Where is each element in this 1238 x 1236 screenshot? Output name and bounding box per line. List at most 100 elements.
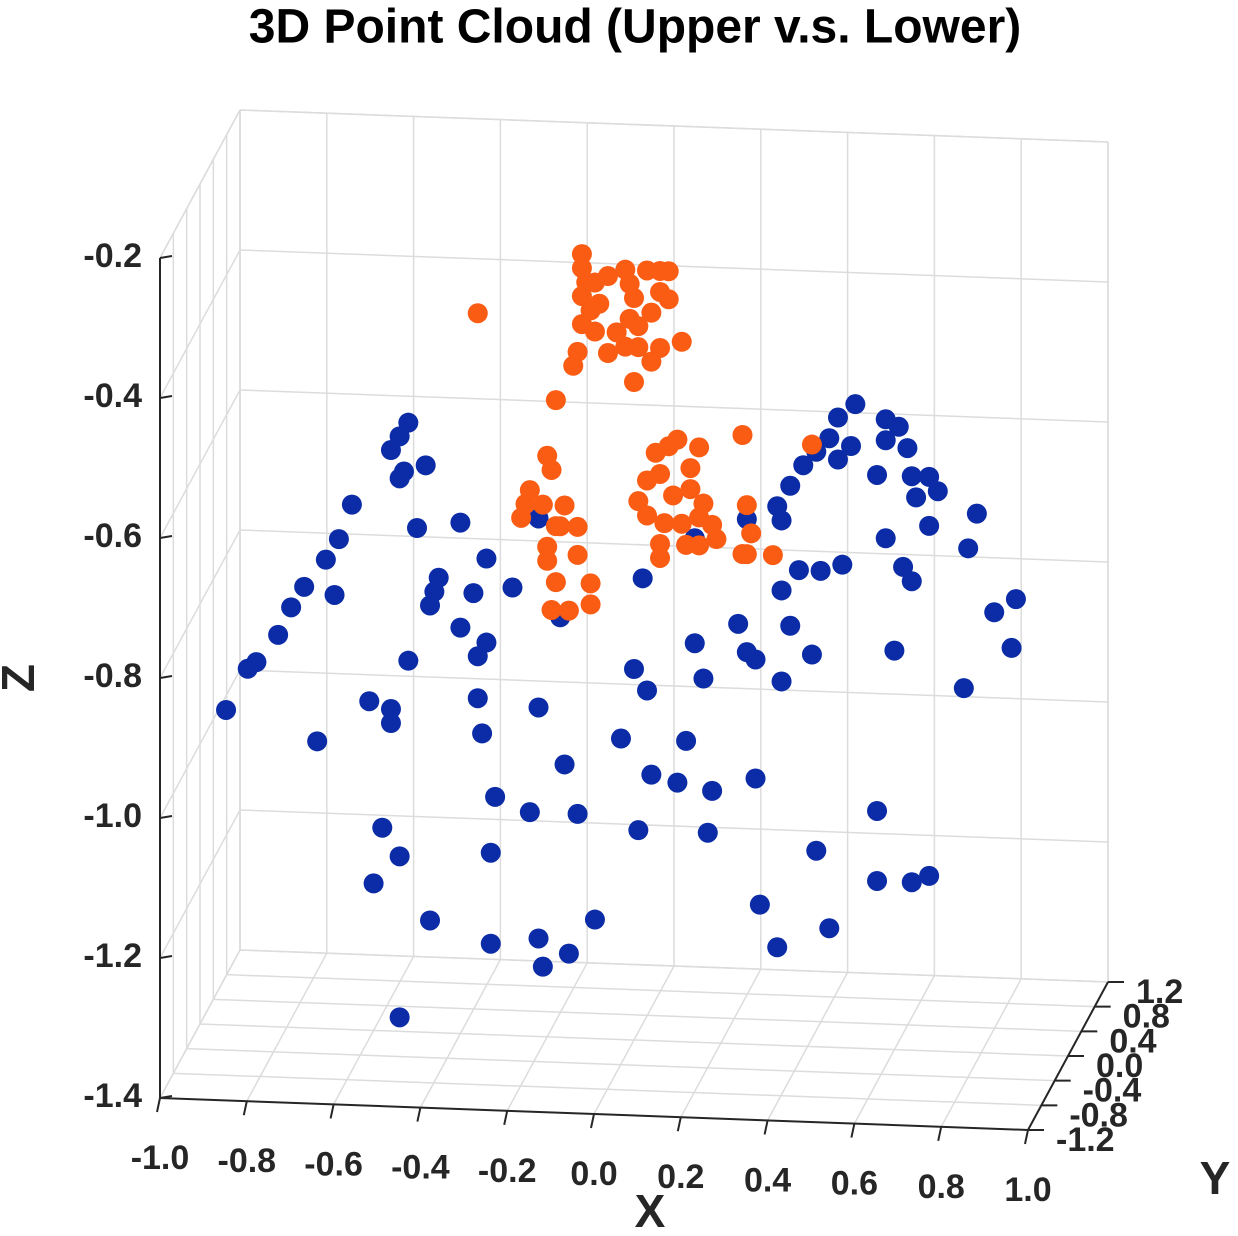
- grid-line: [159, 529, 241, 679]
- point: [541, 599, 562, 620]
- point: [624, 659, 644, 679]
- x-tick-label: -1.0: [131, 1139, 190, 1177]
- point: [341, 494, 362, 515]
- point: [246, 652, 267, 673]
- point: [597, 343, 618, 364]
- z-tick-label: -0.6: [83, 517, 142, 555]
- point: [888, 416, 909, 437]
- x-tick-label: -0.2: [478, 1152, 537, 1190]
- x-tick-label: 0.6: [831, 1165, 878, 1203]
- point: [372, 817, 393, 838]
- point: [641, 764, 662, 785]
- z-tick-label: -0.2: [83, 237, 142, 275]
- point: [532, 494, 553, 515]
- y-axis-label: Y: [1200, 1152, 1231, 1204]
- point: [528, 697, 549, 718]
- tick-mark: [937, 1126, 943, 1142]
- point: [793, 455, 814, 476]
- point: [328, 529, 349, 550]
- point: [706, 529, 727, 550]
- tick-mark: [1024, 1129, 1029, 1145]
- x-axis-label: X: [635, 1185, 666, 1236]
- point: [1001, 637, 1022, 658]
- point: [736, 495, 757, 516]
- grid-line: [239, 109, 1109, 143]
- point: [511, 507, 532, 528]
- x-axis: [159, 1097, 1029, 1131]
- point: [867, 870, 888, 891]
- point: [567, 544, 588, 565]
- point: [641, 302, 662, 323]
- point: [580, 573, 601, 594]
- point: [667, 429, 688, 450]
- tick-mark: [159, 395, 173, 399]
- point: [567, 803, 588, 824]
- point: [502, 577, 523, 598]
- point: [571, 286, 592, 307]
- point: [389, 846, 410, 867]
- point: [545, 572, 566, 593]
- point: [558, 600, 579, 621]
- point: [407, 518, 427, 538]
- point: [420, 595, 441, 616]
- point: [380, 713, 401, 734]
- point: [689, 437, 710, 458]
- point: [658, 261, 679, 282]
- point: [619, 273, 640, 294]
- y-tick-label: -0.8: [1069, 1096, 1128, 1134]
- grid-line: [159, 949, 241, 1099]
- tick-mark: [850, 1123, 856, 1138]
- z-tick-label: -0.4: [83, 377, 142, 415]
- grid-line: [186, 1047, 1055, 1082]
- x-tick-label: -0.6: [304, 1145, 363, 1183]
- point: [558, 943, 579, 964]
- point: [663, 485, 684, 506]
- y-tick-label: 0.8: [1123, 998, 1170, 1036]
- point: [867, 800, 888, 821]
- grid-line: [226, 973, 1095, 1008]
- z-tick-label: -0.8: [83, 657, 142, 695]
- point: [628, 820, 649, 841]
- point: [728, 613, 749, 634]
- point: [545, 390, 566, 411]
- point: [480, 933, 501, 954]
- point: [532, 956, 553, 977]
- point: [884, 640, 905, 661]
- point: [315, 549, 336, 570]
- point: [359, 691, 380, 712]
- x-tick-label: -0.8: [218, 1142, 277, 1180]
- tick-mark: [416, 1107, 422, 1122]
- point: [1005, 589, 1026, 610]
- point: [519, 802, 540, 823]
- point: [589, 293, 610, 314]
- point: [689, 535, 710, 556]
- point: [463, 583, 484, 604]
- point: [827, 407, 848, 428]
- point: [953, 678, 974, 699]
- y-tick-label: 0.0: [1096, 1047, 1143, 1085]
- x-tick-label: 0.4: [744, 1161, 791, 1199]
- point: [450, 617, 471, 638]
- point: [467, 688, 488, 709]
- point: [650, 547, 671, 568]
- point: [632, 568, 653, 589]
- point: [472, 723, 493, 744]
- point: [420, 910, 441, 931]
- tick-mark: [763, 1120, 769, 1135]
- point: [628, 316, 649, 337]
- tick-mark: [676, 1116, 682, 1132]
- point: [732, 544, 753, 564]
- tick-mark: [159, 815, 173, 819]
- grid-line: [159, 249, 241, 399]
- point: [919, 515, 940, 536]
- point: [650, 533, 671, 554]
- point: [563, 355, 584, 376]
- point: [901, 571, 922, 592]
- point: [545, 516, 566, 537]
- point: [307, 731, 328, 752]
- point: [671, 513, 692, 534]
- point: [897, 438, 918, 459]
- point: [693, 668, 714, 689]
- point: [819, 918, 840, 939]
- point: [398, 412, 419, 433]
